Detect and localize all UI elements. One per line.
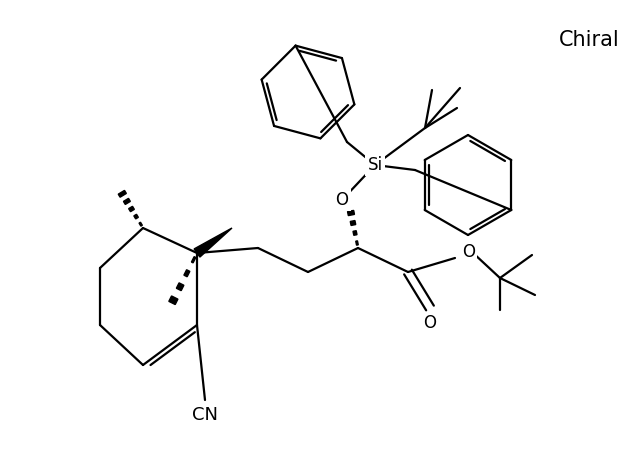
Polygon shape <box>177 283 184 291</box>
Text: O: O <box>335 191 349 209</box>
Polygon shape <box>356 241 358 245</box>
Polygon shape <box>129 206 134 211</box>
Polygon shape <box>350 220 356 225</box>
Polygon shape <box>194 228 232 257</box>
Text: Chiral: Chiral <box>559 30 620 50</box>
Polygon shape <box>124 198 131 204</box>
Polygon shape <box>169 296 178 305</box>
Polygon shape <box>191 256 196 263</box>
Polygon shape <box>184 270 190 277</box>
Text: O: O <box>424 314 436 332</box>
Polygon shape <box>118 190 126 197</box>
Polygon shape <box>348 211 355 216</box>
Text: Si: Si <box>367 156 383 174</box>
Text: O: O <box>462 243 475 261</box>
Polygon shape <box>353 231 357 235</box>
Text: CN: CN <box>192 406 218 424</box>
Polygon shape <box>139 222 142 226</box>
Polygon shape <box>134 214 138 219</box>
